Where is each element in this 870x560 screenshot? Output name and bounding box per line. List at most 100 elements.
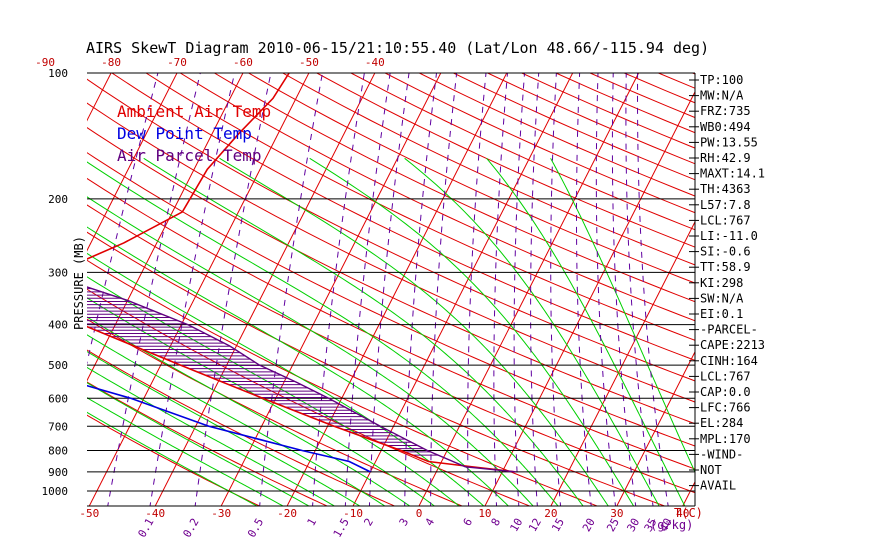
dry-adiabat-line — [87, 288, 531, 506]
stability-index-label: AVAIL — [700, 479, 736, 493]
moist-adiabat-line — [404, 157, 660, 506]
isotherm-line — [286, 73, 508, 506]
bottom-temp-tick-label: 0 — [416, 507, 423, 520]
dew-point-temp-line — [87, 384, 371, 473]
dry-adiabat-line — [179, 73, 695, 322]
pressure-tick-label: 800 — [48, 444, 68, 457]
stability-index-label: CINH:164 — [700, 354, 758, 368]
stability-index-label: MAXT:14.1 — [700, 167, 765, 181]
bottom-temp-tick-label: -30 — [211, 507, 231, 520]
moist-adiabat-line — [87, 297, 436, 506]
top-temp-tick-label: -80 — [101, 56, 121, 69]
stability-index-label: RH:42.9 — [700, 151, 751, 165]
pressure-tick-label: 1000 — [42, 485, 69, 498]
stability-index-label: LCL:767 — [700, 213, 751, 227]
isotherm-line — [87, 73, 178, 252]
stability-index-label: TT:58.9 — [700, 260, 751, 274]
pressure-tick-label: 900 — [48, 466, 68, 479]
dry-adiabat-line — [87, 349, 396, 506]
mixing-ratio-tick-label: 15 — [549, 516, 567, 534]
top-temp-tick-label: -70 — [167, 56, 187, 69]
isotherm-line — [616, 350, 695, 506]
pressure-tick-label: 600 — [48, 392, 68, 405]
legend: Ambient Air Temp Dew Point Temp Air Parc… — [117, 102, 271, 165]
dry-adiabat-line — [145, 73, 695, 341]
moist-adiabat-line — [219, 157, 609, 506]
stability-index-label: -WIND- — [700, 447, 743, 461]
dry-adiabat-line — [213, 73, 695, 303]
mixing-ratio-tick-label: 20 — [580, 516, 598, 534]
stability-index-label: LCL:767 — [700, 369, 751, 383]
stability-index-label: -PARCEL- — [700, 323, 758, 337]
dry-adiabat-line — [87, 231, 667, 506]
moist-adiabat-line — [309, 157, 635, 506]
moist-adiabat-line — [550, 158, 695, 474]
legend-air-parcel-temp: Air Parcel Temp — [117, 146, 262, 165]
cape-shading — [87, 288, 439, 456]
top-temp-tick-label: -50 — [299, 56, 319, 69]
mixing-ratio-tick-label: 30 — [624, 516, 642, 534]
dry-adiabat-line — [281, 73, 695, 266]
moist-adiabat-line — [87, 334, 386, 506]
ambient-air-temp-line — [87, 73, 516, 473]
stability-index-label: CAP:0.0 — [700, 385, 751, 399]
axis-tick-labels: -120-110-100-90-80-70-60-50-40-50-40-30-… — [35, 56, 689, 540]
pressure-tick-label: 500 — [48, 359, 68, 372]
top-temp-tick-label: -60 — [233, 56, 253, 69]
dry-adiabat-line — [87, 127, 695, 425]
stability-index-label: MPL:170 — [700, 432, 751, 446]
background-grid — [87, 73, 695, 506]
mixing-ratio-unit-label: (g/kg) — [650, 518, 693, 532]
dry-adiabat-line — [87, 102, 695, 403]
dry-adiabat-line — [87, 381, 329, 506]
bottom-temp-tick-label: -40 — [145, 507, 165, 520]
stability-index-label: MW:N/A — [700, 89, 744, 103]
stability-index-label: TH:4363 — [700, 182, 751, 196]
bottom-temp-tick-label: -20 — [277, 507, 297, 520]
moist-adiabat-line — [87, 397, 285, 506]
pressure-tick-label: 100 — [48, 67, 68, 80]
chart-title: AIRS SkewT Diagram 2010-06-15/21:10:55.4… — [86, 39, 709, 57]
stability-index-label: TP:100 — [700, 73, 743, 87]
air-parcel-temp-line — [87, 286, 516, 473]
isotherm-line — [418, 73, 640, 506]
bottom-temp-tick-label: 10 — [478, 507, 491, 520]
pressure-tick-label: 300 — [48, 266, 68, 279]
pressure-tick-label: 200 — [48, 193, 68, 206]
stability-index-label: FRZ:735 — [700, 104, 751, 118]
legend-ambient-air-temp: Ambient Air Temp — [117, 102, 271, 121]
dry-adiabat-line — [87, 414, 261, 506]
moist-adiabat-line — [87, 226, 510, 506]
mixing-ratio-tick-label: 25 — [604, 516, 622, 534]
dry-adiabat-line — [87, 152, 695, 447]
legend-dew-point-temp: Dew Point Temp — [117, 124, 252, 143]
mixing-ratio-tick-label: 40 — [657, 516, 675, 534]
bottom-temp-tick-label: -50 — [79, 507, 99, 520]
profile-series — [87, 73, 516, 473]
mixing-ratio-tick-label: 35 — [642, 516, 660, 534]
x-unit-label: T(C) — [674, 506, 703, 520]
moist-adiabat-line — [486, 158, 686, 506]
mixing-ratio-tick-label: 10 — [508, 516, 526, 534]
bottom-temp-tick-label: -10 — [343, 507, 363, 520]
stability-index-label: SW:N/A — [700, 291, 744, 305]
dry-adiabat-line — [87, 259, 599, 506]
stability-index-label: SI:-0.6 — [700, 245, 751, 259]
plot-frame — [87, 72, 696, 507]
dry-adiabat-line — [111, 73, 695, 361]
moist-adiabat-line — [87, 350, 361, 506]
stability-index-label: PW:13.55 — [700, 135, 758, 149]
stability-index-label: CAPE:2213 — [700, 338, 765, 352]
dry-adiabat-line — [87, 78, 695, 382]
isotherm-line — [87, 73, 244, 382]
bottom-temp-tick-label: 40 — [676, 507, 689, 520]
top-temp-tick-label: -40 — [365, 56, 385, 69]
top-temp-tick-label: -90 — [35, 56, 55, 69]
moist-adiabat-line — [87, 196, 534, 506]
bottom-temp-tick-label: 30 — [610, 507, 623, 520]
moist-adiabat-line — [87, 411, 259, 506]
pressure-tick-label: 700 — [48, 420, 68, 433]
moist-adiabat-line — [87, 161, 559, 506]
